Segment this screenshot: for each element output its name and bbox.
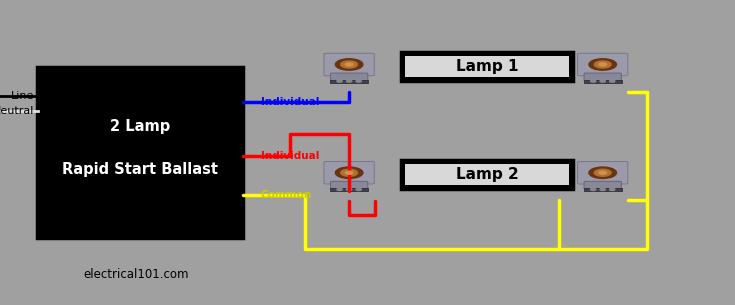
Text: Lamp 1: Lamp 1: [456, 59, 518, 74]
FancyBboxPatch shape: [578, 162, 628, 184]
Text: Neutral: Neutral: [0, 106, 35, 116]
Text: Line: Line: [11, 91, 35, 101]
Text: electrical101.com: electrical101.com: [83, 268, 189, 281]
Bar: [584, 80, 622, 83]
Circle shape: [609, 80, 615, 82]
FancyBboxPatch shape: [331, 73, 368, 81]
Circle shape: [337, 188, 343, 191]
Text: Individual: Individual: [261, 97, 319, 107]
Bar: [330, 188, 368, 191]
Circle shape: [345, 171, 353, 174]
FancyBboxPatch shape: [584, 73, 621, 81]
FancyBboxPatch shape: [331, 181, 368, 189]
Circle shape: [589, 59, 617, 70]
Circle shape: [590, 80, 596, 82]
FancyBboxPatch shape: [324, 53, 374, 76]
Circle shape: [595, 169, 611, 176]
FancyBboxPatch shape: [324, 162, 374, 184]
Bar: [330, 80, 368, 83]
Circle shape: [599, 171, 606, 174]
Circle shape: [599, 63, 606, 66]
Circle shape: [337, 80, 343, 82]
Bar: [401, 160, 573, 189]
Text: Lamp 2: Lamp 2: [456, 167, 518, 182]
Circle shape: [600, 80, 606, 82]
Circle shape: [609, 188, 615, 191]
Circle shape: [335, 167, 363, 178]
Text: Common: Common: [261, 190, 312, 200]
Bar: [405, 56, 569, 77]
Bar: [584, 188, 622, 191]
Text: 2 Lamp: 2 Lamp: [110, 119, 170, 135]
FancyBboxPatch shape: [37, 67, 243, 238]
Text: Rapid Start Ballast: Rapid Start Ballast: [62, 162, 218, 177]
Circle shape: [345, 63, 353, 66]
FancyBboxPatch shape: [584, 181, 621, 189]
Bar: [405, 164, 569, 185]
Circle shape: [356, 188, 362, 191]
Circle shape: [335, 59, 363, 70]
Text: Individual: Individual: [261, 151, 319, 160]
FancyBboxPatch shape: [578, 53, 628, 76]
Circle shape: [346, 188, 352, 191]
Circle shape: [346, 80, 352, 82]
Circle shape: [595, 61, 611, 68]
Circle shape: [600, 188, 606, 191]
Circle shape: [341, 169, 357, 176]
Bar: [401, 52, 573, 81]
Circle shape: [590, 188, 596, 191]
Circle shape: [589, 167, 617, 178]
Circle shape: [356, 80, 362, 82]
Circle shape: [341, 61, 357, 68]
